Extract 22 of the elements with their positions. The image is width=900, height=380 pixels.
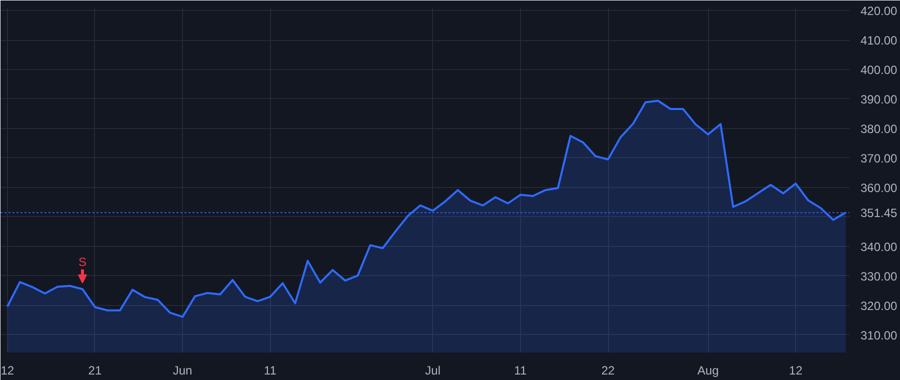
x-tick-label: 12 — [789, 364, 803, 378]
annotation: S — [78, 255, 86, 270]
y-tick-label: 310.00 — [860, 328, 898, 342]
x-tick-label: 22 — [601, 364, 615, 378]
y-tick-label: 360.00 — [860, 180, 898, 195]
y-tick-label: 340.00 — [860, 240, 898, 254]
x-tick-label: 11 — [264, 364, 277, 378]
y-tick-label: 330.00 — [860, 269, 898, 284]
y-tick-label: 370.00 — [860, 151, 898, 166]
x-tick-label: Jul — [425, 364, 440, 378]
x-tick-label: Aug — [697, 364, 719, 378]
y-tick-label: 320.00 — [860, 298, 898, 313]
y-tick-label: 390.00 — [860, 92, 898, 106]
y-tick-label: 380.00 — [860, 122, 898, 136]
y-tick-label: 420.00 — [860, 4, 898, 18]
y-tick-label: 410.00 — [860, 34, 898, 48]
x-tick-label: 11 — [514, 364, 527, 378]
x-tick-label: Jun — [172, 364, 192, 378]
ref-line-label: 351.45 — [860, 206, 898, 220]
y-tick-label: 400.00 — [860, 63, 898, 78]
x-tick-label: 21 — [88, 364, 102, 378]
x-tick-label: 12 — [0, 364, 14, 378]
